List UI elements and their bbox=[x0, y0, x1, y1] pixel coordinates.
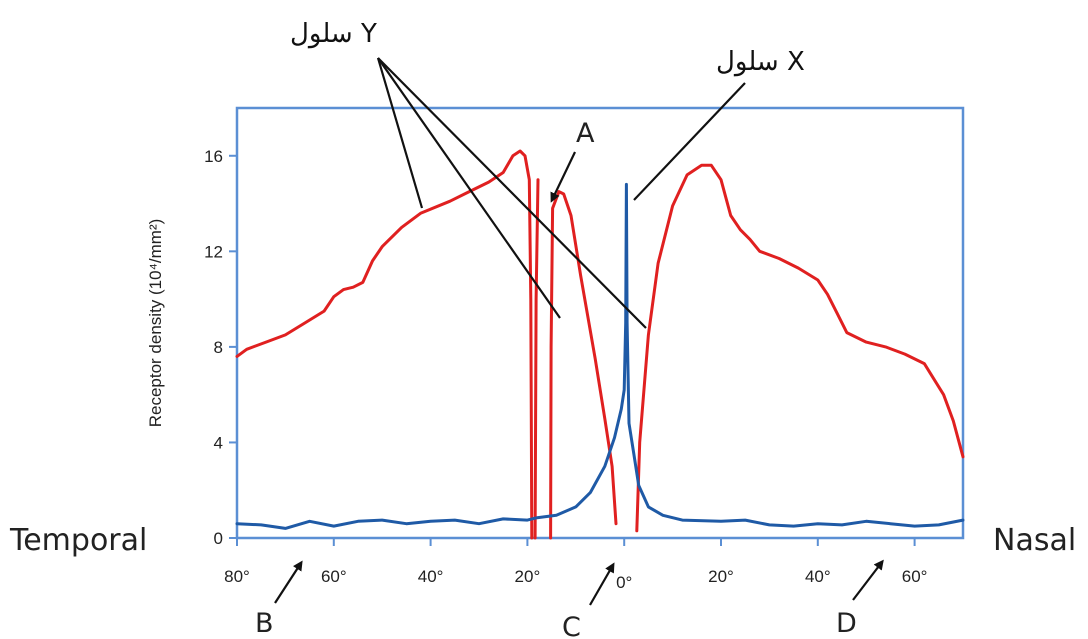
y-cell-pointer-1 bbox=[376, 57, 424, 209]
y-cell-curve-segment bbox=[635, 163, 965, 533]
label-b: B bbox=[255, 608, 274, 639]
y-ticks: 0 4 8 12 16 bbox=[204, 147, 237, 548]
temporal-label: Temporal bbox=[9, 523, 147, 558]
x-tick-label: 20° bbox=[515, 567, 541, 586]
y-tick-label: 0 bbox=[214, 529, 223, 548]
y-cell-pointer-2 bbox=[377, 57, 561, 319]
x-ticks: 80° 60° 40° 20° 0° 20° 40° 60° bbox=[224, 538, 927, 592]
x-tick-label: 60° bbox=[321, 567, 347, 586]
x-cell-pointer bbox=[633, 82, 746, 201]
arrow-b bbox=[274, 560, 303, 604]
y-tick-label: 12 bbox=[204, 242, 223, 261]
y-cell-curve-segment bbox=[533, 178, 540, 540]
x-tick-label: 60° bbox=[902, 567, 928, 586]
y-tick-label: 8 bbox=[214, 338, 223, 357]
arrow-c bbox=[589, 562, 615, 606]
arrow-a bbox=[550, 151, 576, 203]
label-c: C bbox=[562, 612, 581, 639]
annotation-lines bbox=[376, 57, 746, 329]
x-tick-label: 40° bbox=[805, 567, 831, 586]
y-tick-label: 4 bbox=[214, 433, 223, 452]
plot-frame bbox=[235, 106, 965, 540]
label-a: A bbox=[576, 118, 595, 149]
y-cell-curve-segment bbox=[235, 149, 534, 540]
x-tick-label: 20° bbox=[708, 567, 734, 586]
y-tick-label: 16 bbox=[204, 147, 223, 166]
y-cell-pointer-3 bbox=[377, 57, 647, 329]
y-axis-title: Receptor density (10⁴/mm²) bbox=[146, 219, 165, 428]
x-tick-label: 80° bbox=[224, 567, 250, 586]
y-cell-curve-segment bbox=[549, 190, 618, 540]
series-lines bbox=[235, 149, 965, 540]
x-tick-label: 40° bbox=[418, 567, 444, 586]
x-cell-curve-segment bbox=[235, 182, 965, 530]
label-d: D bbox=[836, 608, 857, 639]
nasal-label: Nasal bbox=[993, 523, 1076, 558]
y-cell-label: سلول Y bbox=[290, 19, 377, 49]
arrow-d bbox=[852, 559, 884, 601]
x-tick-label: 0° bbox=[616, 573, 632, 592]
x-cell-label: سلول X bbox=[716, 47, 805, 77]
arrows bbox=[274, 151, 884, 606]
